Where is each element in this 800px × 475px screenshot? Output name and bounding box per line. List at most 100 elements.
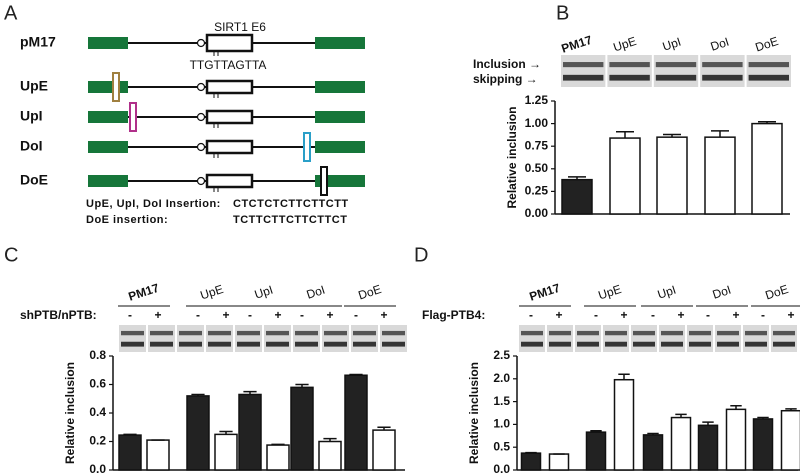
y-tick-label: 0.6: [89, 377, 106, 391]
middle-exon: [205, 173, 254, 189]
gel-band: [577, 330, 599, 336]
gel-band: [549, 330, 571, 336]
error-bar: [711, 130, 729, 138]
site-marker: [196, 82, 206, 92]
y-tick-label: 1.0: [493, 417, 510, 431]
exon: [315, 111, 365, 123]
gel-label: skipping →: [473, 72, 538, 86]
series-label: +: [380, 308, 387, 322]
gel-lane: [119, 325, 146, 352]
gel-lane: [380, 325, 407, 352]
y-tick-label: 0.5: [493, 439, 510, 453]
error-bar: [191, 393, 205, 396]
gel-lane: [700, 55, 745, 87]
gel-lane: [519, 325, 545, 352]
y-tick-label: 1.00: [525, 116, 549, 130]
series-label: +: [677, 308, 684, 322]
bar: [344, 374, 368, 471]
gel-band: [295, 341, 318, 347]
bar: [780, 409, 800, 471]
gel-lane: [206, 325, 233, 352]
error-bar: [647, 432, 659, 435]
bar: [146, 439, 170, 471]
y-tick-label: 0.2: [89, 434, 106, 448]
y-tick-label: 2.5: [493, 348, 510, 362]
error-bar: [349, 373, 363, 376]
series-label: +: [555, 308, 562, 322]
gel-lane: [653, 55, 699, 87]
error-bar: [271, 443, 285, 446]
bar: [548, 453, 570, 471]
bar: [609, 137, 641, 215]
panel-letter: D: [414, 244, 428, 266]
bar: [214, 433, 238, 471]
bar: [520, 452, 542, 471]
site-marker: [196, 38, 206, 48]
gel-lane: [743, 325, 769, 352]
y-tick-label: 0.8: [89, 348, 106, 362]
gel-band: [748, 62, 789, 68]
series-label: -: [761, 308, 765, 322]
gel-band: [208, 341, 231, 347]
category-label: UpE: [596, 282, 623, 303]
bar: [290, 386, 314, 471]
gel-lane: [659, 325, 685, 352]
bar: [752, 418, 774, 471]
category-label: UpE: [198, 282, 225, 303]
error-bar: [323, 437, 337, 442]
middle-exon: [205, 109, 254, 125]
gel-band: [266, 330, 289, 336]
exon: [88, 37, 128, 49]
bar: [266, 444, 290, 471]
gel-band: [605, 341, 627, 347]
gel-lane: [575, 325, 601, 352]
gel-band: [382, 330, 405, 336]
gel-lane: [293, 325, 320, 352]
gel-band: [717, 341, 739, 347]
gel-band: [521, 330, 543, 336]
panel-letter: C: [4, 244, 18, 266]
site-label: TTGTTAGTTA: [190, 58, 267, 72]
gel-lane: [561, 55, 606, 87]
y-tick-label: 0.25: [525, 184, 549, 198]
gel-band: [702, 74, 743, 81]
category-label: DoI: [711, 283, 733, 302]
error-bar: [123, 433, 137, 436]
error-bar: [295, 383, 309, 388]
bar: [561, 178, 593, 215]
y-tick-label: 0.0: [493, 462, 510, 475]
category-label: UpI: [661, 35, 683, 54]
gel-band: [295, 330, 318, 336]
category-label: PM17: [127, 281, 161, 304]
series-label: +: [732, 308, 739, 322]
error-bar: [663, 133, 681, 138]
gel-band: [382, 341, 405, 347]
construct-label: pM17: [20, 34, 56, 50]
site-marker: [196, 142, 206, 152]
gel-band: [745, 330, 767, 336]
gel-band: [150, 330, 173, 336]
variant-label: UpI: [20, 108, 43, 124]
gel-band: [179, 330, 202, 336]
y-tick-label: 0.0: [89, 462, 106, 475]
bar: [656, 136, 688, 215]
gel-band: [702, 62, 743, 68]
y-tick-label: 2.0: [493, 371, 510, 385]
variant-label: UpE: [20, 78, 48, 94]
bar: [642, 434, 664, 471]
bar: [697, 424, 719, 471]
gel-lane: [547, 325, 573, 352]
insertion-box: [303, 132, 311, 162]
gel-lane: [351, 325, 378, 352]
gel-band: [609, 74, 650, 81]
category-label: DoE: [356, 282, 383, 303]
site-marker: [196, 176, 206, 186]
error-bar: [730, 404, 742, 410]
gel-band: [266, 341, 289, 347]
gel-band: [549, 341, 571, 347]
gel-band: [689, 330, 711, 336]
y-axis-label: Relative inclusion: [63, 362, 77, 464]
error-bar: [616, 130, 634, 139]
gel-band: [353, 330, 376, 336]
series-label: -: [594, 308, 598, 322]
